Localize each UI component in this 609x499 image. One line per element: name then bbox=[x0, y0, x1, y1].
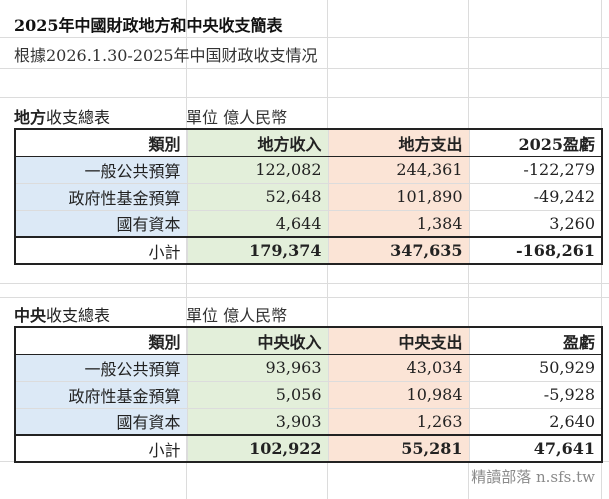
row-income: 4,644 bbox=[186, 209, 329, 237]
table-row: 政府性基金預算 52,648 101,890 -49,242 bbox=[14, 182, 603, 210]
row-balance: 3,260 bbox=[468, 209, 603, 237]
grid-line bbox=[0, 37, 609, 38]
total-label: 小計 bbox=[14, 236, 188, 265]
row-income: 93,963 bbox=[186, 353, 329, 381]
central-section-title: 中央收支總表 bbox=[14, 302, 110, 326]
row-balance: 50,929 bbox=[468, 353, 603, 381]
table-header-row: 類別 地方收入 地方支出 2025盈虧 bbox=[14, 128, 603, 157]
row-category: 政府性基金預算 bbox=[14, 380, 188, 408]
row-expense: 43,034 bbox=[327, 353, 470, 381]
local-table: 類別 地方收入 地方支出 2025盈虧 一般公共預算 122,082 244,3… bbox=[14, 128, 603, 265]
page-title: 2025年中國財政地方和中央收支簡表 bbox=[14, 16, 283, 35]
header-category: 類別 bbox=[14, 128, 188, 157]
row-category: 一般公共預算 bbox=[14, 353, 188, 381]
grid-line bbox=[0, 283, 609, 284]
watermark: 精讀部落 n.sfs.tw bbox=[471, 468, 595, 486]
local-section-title: 地方收支總表 bbox=[14, 104, 110, 128]
row-category: 國有資本 bbox=[14, 209, 188, 237]
table-total-row: 小計 102,922 55,281 47,641 bbox=[14, 434, 603, 463]
row-expense: 1,263 bbox=[327, 407, 470, 435]
page-subtitle: 根據2026.1.30-2025年中国财政收支情况 bbox=[14, 46, 318, 65]
total-expense: 55,281 bbox=[327, 434, 470, 463]
header-balance: 2025盈虧 bbox=[468, 128, 603, 157]
total-income: 179,374 bbox=[186, 236, 329, 265]
table-row: 政府性基金預算 5,056 10,984 -5,928 bbox=[14, 380, 603, 408]
grid-line bbox=[0, 97, 609, 98]
row-balance: 2,640 bbox=[468, 407, 603, 435]
central-table: 類別 中央收入 中央支出 盈虧 一般公共預算 93,963 43,034 50,… bbox=[14, 326, 603, 463]
total-expense: 347,635 bbox=[327, 236, 470, 265]
row-income: 5,056 bbox=[186, 380, 329, 408]
row-expense: 1,384 bbox=[327, 209, 470, 237]
total-balance: -168,261 bbox=[468, 236, 603, 265]
header-expense: 中央支出 bbox=[327, 326, 470, 355]
total-balance: 47,641 bbox=[468, 434, 603, 463]
row-income: 122,082 bbox=[186, 155, 329, 183]
header-balance: 盈虧 bbox=[468, 326, 603, 355]
header-income: 地方收入 bbox=[186, 128, 329, 157]
central-unit-label: 單位 億人民幣 bbox=[186, 306, 288, 325]
table-row: 一般公共預算 93,963 43,034 50,929 bbox=[14, 353, 603, 381]
total-label: 小計 bbox=[14, 434, 188, 463]
row-category: 一般公共預算 bbox=[14, 155, 188, 183]
local-section-title-bold: 地方 bbox=[14, 108, 47, 127]
table-row: 國有資本 3,903 1,263 2,640 bbox=[14, 407, 603, 435]
local-unit-label: 單位 億人民幣 bbox=[186, 108, 288, 127]
header-expense: 地方支出 bbox=[327, 128, 470, 157]
row-income: 3,903 bbox=[186, 407, 329, 435]
grid-line bbox=[0, 297, 609, 298]
central-section-title-bold: 中央 bbox=[14, 306, 47, 325]
row-expense: 101,890 bbox=[327, 182, 470, 210]
row-expense: 244,361 bbox=[327, 155, 470, 183]
row-income: 52,648 bbox=[186, 182, 329, 210]
header-category: 類別 bbox=[14, 326, 188, 355]
local-section-title-rest: 收支總表 bbox=[46, 108, 111, 127]
total-income: 102,922 bbox=[186, 434, 329, 463]
row-balance: -122,279 bbox=[468, 155, 603, 183]
row-category: 政府性基金預算 bbox=[14, 182, 188, 210]
table-row: 一般公共預算 122,082 244,361 -122,279 bbox=[14, 155, 603, 183]
row-balance: -49,242 bbox=[468, 182, 603, 210]
table-total-row: 小計 179,374 347,635 -168,261 bbox=[14, 236, 603, 265]
row-balance: -5,928 bbox=[468, 380, 603, 408]
row-category: 國有資本 bbox=[14, 407, 188, 435]
table-row: 國有資本 4,644 1,384 3,260 bbox=[14, 209, 603, 237]
grid-line bbox=[0, 68, 609, 69]
central-section-title-rest: 收支總表 bbox=[46, 306, 111, 325]
row-expense: 10,984 bbox=[327, 380, 470, 408]
header-income: 中央收入 bbox=[186, 326, 329, 355]
table-header-row: 類別 中央收入 中央支出 盈虧 bbox=[14, 326, 603, 355]
